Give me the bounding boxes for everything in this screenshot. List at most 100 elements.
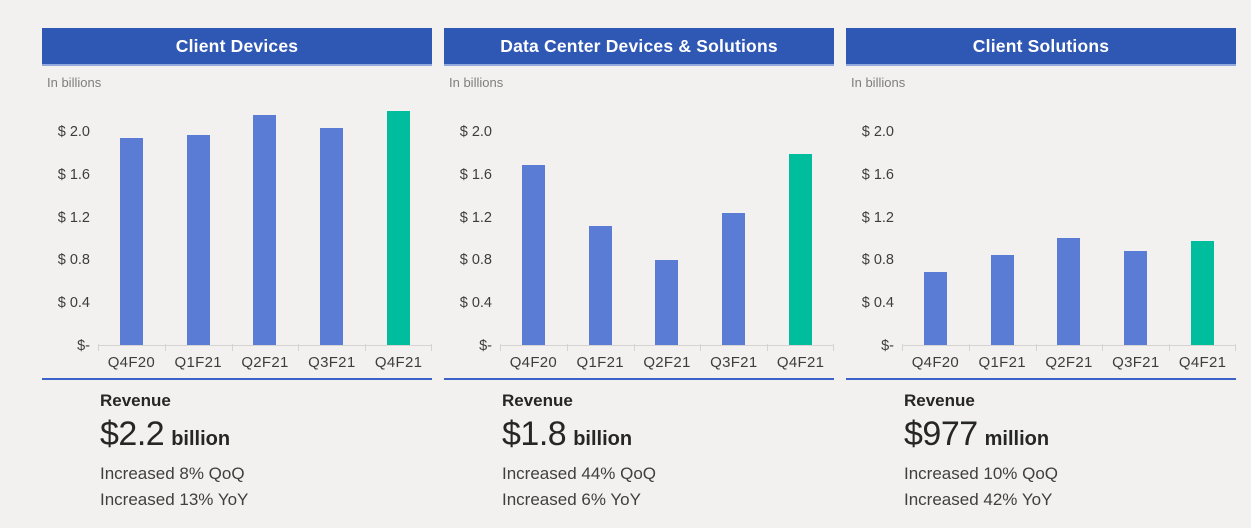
bar-q2f21 bbox=[1057, 238, 1081, 346]
bar-q3f21 bbox=[320, 128, 344, 346]
revenue-value: $977 million bbox=[904, 414, 1236, 461]
revenue-qoq: Increased 8% QoQ bbox=[100, 464, 245, 483]
units-label: In billions bbox=[47, 75, 102, 90]
x-category-label: Q4F21 bbox=[1178, 354, 1227, 371]
x-category-label: Q4F20 bbox=[509, 354, 558, 371]
y-tick-label: $ 1.6 bbox=[459, 166, 492, 183]
revenue-amount: $977 bbox=[904, 415, 978, 453]
y-tick-label: $ 1.6 bbox=[57, 166, 90, 183]
revenue-unit: billion bbox=[573, 428, 633, 450]
x-category-label: Q1F21 bbox=[978, 354, 1026, 371]
y-tick-label: $- bbox=[77, 338, 90, 354]
x-axis-labels: Q4F20 Q1F21 Q2F21 Q3F21 Q4F21 bbox=[902, 346, 1236, 378]
revenue-value: $1.8 billion bbox=[502, 414, 834, 461]
revenue-value: $2.2 billion bbox=[100, 414, 432, 461]
x-category-label: Q3F21 bbox=[710, 354, 758, 371]
revenue-qoq: Increased 44% QoQ bbox=[502, 464, 657, 483]
bar-q4f21 bbox=[1191, 241, 1215, 346]
bar-q1f21 bbox=[588, 226, 612, 346]
plot-area bbox=[500, 102, 834, 351]
axis-tick bbox=[164, 344, 166, 351]
revenue-yoy: Increased 42% YoY bbox=[904, 490, 1053, 509]
y-tick-label: $ 2.0 bbox=[459, 124, 492, 140]
revenue-amount: $2.2 bbox=[100, 415, 165, 453]
axis-tick bbox=[1102, 344, 1104, 351]
bar-slot bbox=[500, 102, 567, 346]
y-tick-label: $ 0.4 bbox=[57, 295, 90, 312]
plot-area bbox=[98, 102, 432, 351]
bar-q4f20 bbox=[119, 138, 143, 346]
bar-q4f20 bbox=[521, 165, 545, 346]
x-category-label: Q2F21 bbox=[241, 354, 289, 371]
axis-tick bbox=[968, 344, 970, 351]
bar-q1f21 bbox=[990, 255, 1014, 346]
x-category-label: Q2F21 bbox=[643, 354, 691, 371]
bar-q2f21 bbox=[253, 115, 277, 346]
y-tick-label: $ 1.2 bbox=[57, 209, 90, 226]
bar-chart: $- $ 0.4 $ 0.8 $ 1.2 $ 1.6 $ 2.0 bbox=[42, 102, 432, 354]
bar-slot bbox=[298, 102, 365, 346]
x-axis-line bbox=[500, 345, 834, 346]
x-category-label: Q2F21 bbox=[1045, 354, 1093, 371]
revenue-section: Revenue $977 million Increased 10% QoQ In… bbox=[846, 380, 1236, 513]
y-tick-label: $ 0.8 bbox=[459, 252, 492, 269]
bar-chart: $- $ 0.4 $ 0.8 $ 1.2 $ 1.6 $ 2.0 bbox=[846, 102, 1236, 354]
axis-tick bbox=[902, 344, 903, 351]
panel-divider bbox=[444, 378, 834, 380]
y-tick-label: $ 0.4 bbox=[861, 295, 894, 312]
x-axis-line bbox=[902, 345, 1236, 346]
panel-header: Client Solutions bbox=[846, 28, 1236, 66]
y-axis: $- $ 0.4 $ 0.8 $ 1.2 $ 1.6 $ 2.0 bbox=[42, 102, 98, 354]
x-category-label: Q3F21 bbox=[308, 354, 356, 371]
bar-q2f21 bbox=[655, 260, 679, 346]
axis-tick bbox=[633, 344, 635, 351]
y-tick-label: $ 2.0 bbox=[57, 124, 90, 140]
x-axis-labels: Q4F20 Q1F21 Q2F21 Q3F21 Q4F21 bbox=[500, 346, 834, 378]
revenue-label: Revenue bbox=[904, 391, 975, 410]
axis-tick bbox=[1035, 344, 1037, 351]
bar-q4f20 bbox=[923, 272, 947, 346]
axis-tick bbox=[298, 344, 300, 351]
bar-slot bbox=[969, 102, 1036, 346]
revenue-section: Revenue $2.2 billion Increased 8% QoQ Inc… bbox=[42, 380, 432, 513]
x-category-label: Q1F21 bbox=[174, 354, 222, 371]
x-category-label: Q4F20 bbox=[107, 354, 156, 371]
bar-slot bbox=[767, 102, 834, 346]
y-tick-label: $- bbox=[881, 338, 894, 354]
panel-divider bbox=[42, 378, 432, 380]
bar-slot bbox=[365, 102, 432, 346]
panel-divider bbox=[846, 378, 1236, 380]
units-label: In billions bbox=[851, 75, 906, 90]
y-axis: $- $ 0.4 $ 0.8 $ 1.2 $ 1.6 $ 2.0 bbox=[444, 102, 500, 354]
chart-panel: Client Solutions In billions $- $ 0.4 $ 0.… bbox=[846, 28, 1236, 513]
bar-q4f21 bbox=[387, 111, 411, 346]
revenue-qoq: Increased 10% QoQ bbox=[904, 464, 1059, 483]
revenue-section: Revenue $1.8 billion Increased 44% QoQ In… bbox=[444, 380, 834, 513]
bar-slot bbox=[1036, 102, 1103, 346]
bar-slot bbox=[902, 102, 969, 346]
y-axis: $- $ 0.4 $ 0.8 $ 1.2 $ 1.6 $ 2.0 bbox=[846, 102, 902, 354]
axis-tick bbox=[833, 344, 834, 351]
bar-slot bbox=[700, 102, 767, 346]
bar-q4f21 bbox=[789, 154, 813, 346]
bar-chart: $- $ 0.4 $ 0.8 $ 1.2 $ 1.6 $ 2.0 bbox=[444, 102, 834, 354]
axis-tick bbox=[767, 344, 769, 351]
y-tick-label: $ 2.0 bbox=[861, 124, 894, 140]
x-axis-line bbox=[98, 345, 432, 346]
revenue-unit: billion bbox=[171, 428, 231, 450]
panel-header: Client Devices bbox=[42, 28, 432, 66]
axis-tick bbox=[700, 344, 702, 351]
revenue-label: Revenue bbox=[100, 391, 171, 410]
bar-slot bbox=[1169, 102, 1236, 346]
y-tick-label: $ 1.6 bbox=[861, 166, 894, 183]
bar-q3f21 bbox=[722, 213, 746, 346]
axis-tick bbox=[566, 344, 568, 351]
x-category-label: Q4F21 bbox=[374, 354, 423, 371]
y-tick-label: $ 0.4 bbox=[459, 295, 492, 312]
axis-tick bbox=[1169, 344, 1171, 351]
x-category-label: Q1F21 bbox=[576, 354, 624, 371]
y-tick-label: $ 1.2 bbox=[861, 209, 894, 226]
chart-panel: Client Devices In billions $- $ 0.4 $ 0.8 $… bbox=[42, 28, 432, 513]
axis-tick bbox=[500, 344, 501, 351]
chart-panel: Data Center Devices & Solutions In billi… bbox=[444, 28, 834, 513]
